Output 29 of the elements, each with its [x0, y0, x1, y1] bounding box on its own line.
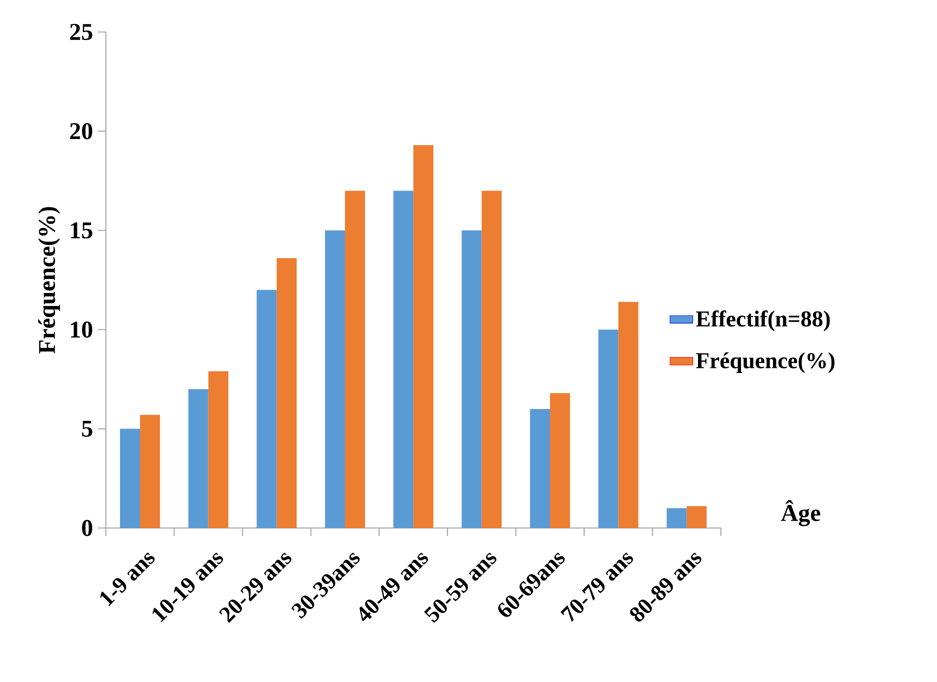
bar — [530, 408, 550, 528]
bar — [413, 145, 434, 528]
y-tick-label: 0 — [82, 520, 92, 536]
y-tick-label: 5 — [82, 420, 92, 437]
y-tick-label: 25 — [70, 24, 92, 40]
bar — [345, 190, 366, 528]
x-tick-label: 1-9 ans — [100, 552, 155, 606]
bar — [393, 190, 414, 528]
bar — [618, 302, 638, 528]
legend-label: Fréquence(%) — [696, 352, 834, 373]
bar — [462, 230, 482, 528]
bar — [208, 371, 228, 528]
bar — [325, 230, 346, 528]
bar — [598, 330, 618, 528]
bar — [666, 508, 687, 528]
bar — [120, 428, 140, 528]
bar — [686, 506, 707, 528]
y-axis-title: Fréquence(%) — [38, 207, 60, 354]
y-tick-label: 10 — [71, 322, 92, 338]
y-tick-label: 15 — [71, 222, 92, 238]
legend-label: Effectif(n=88) — [696, 310, 830, 332]
bar — [482, 190, 502, 528]
bar — [550, 393, 570, 528]
y-tick-label: 20 — [70, 123, 92, 140]
x-axis-title: Âge — [781, 500, 820, 526]
bar — [140, 414, 160, 528]
bar — [276, 258, 297, 528]
bar — [256, 290, 277, 528]
bar — [188, 389, 208, 528]
